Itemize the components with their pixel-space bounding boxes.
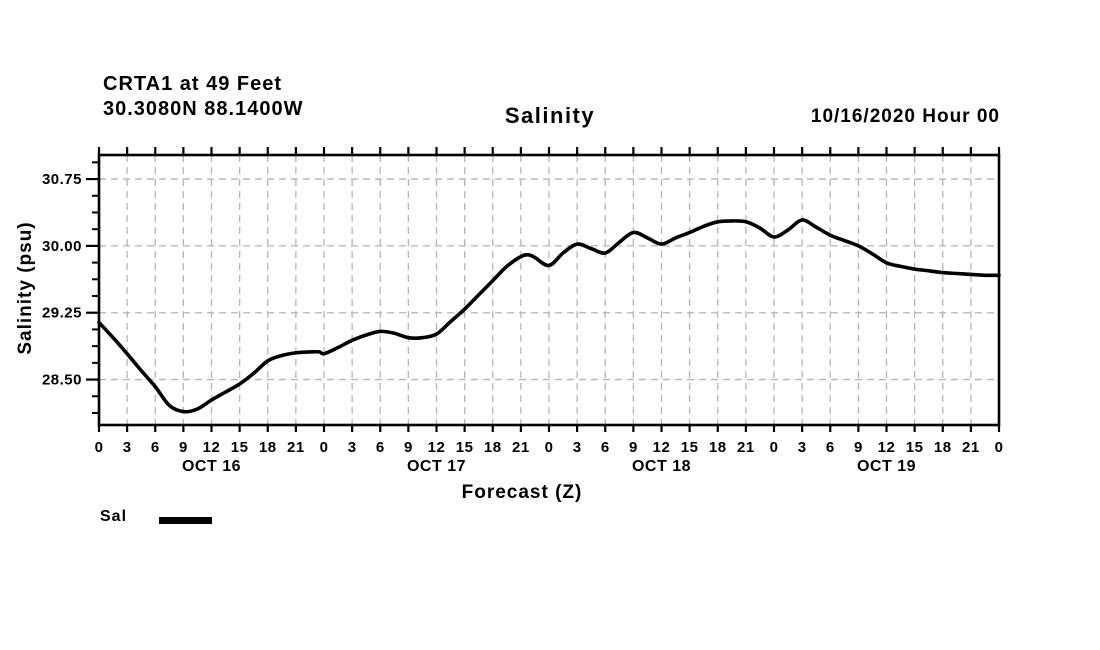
x-tick-label: 6 (151, 439, 160, 456)
x-tick-label: 12 (653, 439, 671, 456)
legend-series-label: Sal (100, 508, 128, 525)
forecast-datetime: 10/16/2020 Hour 00 (810, 106, 1000, 127)
y-tick-label: 30.00 (42, 238, 82, 255)
x-tick-label: 6 (826, 439, 835, 456)
x-tick-label: 15 (681, 439, 699, 456)
x-tick-label: 15 (456, 439, 474, 456)
x-tick-label: 21 (962, 439, 980, 456)
x-tick-label: 21 (512, 439, 530, 456)
x-axis-label: Forecast (Z) (461, 482, 583, 503)
x-day-label: OCT 17 (407, 458, 466, 475)
x-tick-label: 9 (404, 439, 413, 456)
x-tick-label: 18 (709, 439, 727, 456)
x-day-label: OCT 16 (182, 458, 241, 475)
x-tick-label: 21 (737, 439, 755, 456)
x-tick-label: 9 (854, 439, 863, 456)
x-tick-label: 0 (95, 439, 104, 456)
station-name-line: CRTA1 at 49 Feet (103, 73, 283, 95)
x-tick-label: 0 (770, 439, 779, 456)
x-tick-label: 12 (878, 439, 896, 456)
x-tick-label: 9 (629, 439, 638, 456)
station-coordinates-line: 30.3080N 88.1400W (103, 98, 304, 120)
x-tick-label: 0 (995, 439, 1004, 456)
chart-title: Salinity (504, 103, 596, 128)
x-tick-label: 6 (601, 439, 610, 456)
x-tick-label: 18 (259, 439, 277, 456)
x-tick-label: 18 (934, 439, 952, 456)
x-tick-label: 15 (231, 439, 249, 456)
y-tick-label: 30.75 (42, 171, 82, 188)
y-tick-label: 29.25 (42, 305, 82, 322)
x-tick-label: 0 (320, 439, 329, 456)
legend-line-swatch (159, 517, 212, 524)
x-tick-label: 3 (123, 439, 132, 456)
x-tick-label: 12 (203, 439, 221, 456)
x-day-label: OCT 19 (857, 458, 916, 475)
x-tick-label: 3 (798, 439, 807, 456)
x-tick-label: 3 (573, 439, 582, 456)
y-tick-label: 28.50 (42, 372, 82, 389)
x-tick-label: 21 (287, 439, 305, 456)
x-tick-label: 0 (545, 439, 554, 456)
x-tick-label: 18 (484, 439, 502, 456)
x-tick-label: 3 (348, 439, 357, 456)
x-tick-label: 6 (376, 439, 385, 456)
x-tick-label: 12 (428, 439, 446, 456)
salinity-series-line (97, 218, 1001, 414)
x-day-label: OCT 18 (632, 458, 691, 475)
x-tick-label: 9 (179, 439, 188, 456)
x-tick-label: 15 (906, 439, 924, 456)
